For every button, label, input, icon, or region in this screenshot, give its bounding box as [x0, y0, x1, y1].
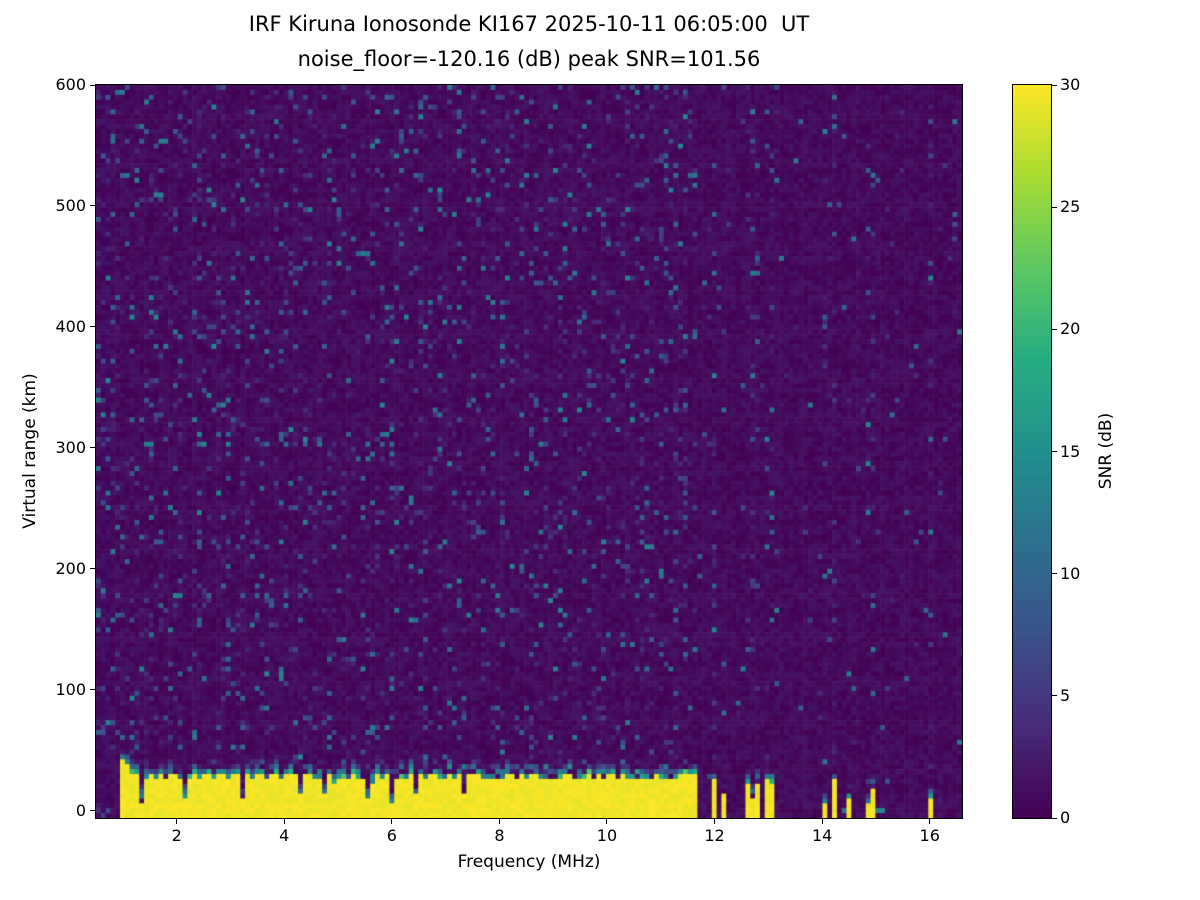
x-axis-label: Frequency (MHz)	[457, 852, 601, 872]
x-tick-label: 16	[919, 826, 940, 845]
y-tick-label: 500	[55, 195, 86, 215]
y-tick-mark	[90, 810, 95, 812]
x-tick-mark	[606, 819, 608, 824]
y-tick-mark	[90, 326, 95, 328]
x-tick-label: 10	[596, 826, 618, 845]
x-tick-label: 12	[704, 826, 725, 845]
x-tick-mark	[176, 819, 178, 824]
x-tick-mark	[714, 819, 716, 824]
x-tick-mark	[283, 819, 285, 824]
x-tick-mark	[391, 819, 393, 824]
colorbar-tick-label: 30	[1060, 75, 1081, 94]
colorbar-label: SNR (dB)	[1096, 412, 1116, 490]
x-tick-mark	[929, 819, 931, 824]
colorbar-tick-mark	[1052, 695, 1057, 697]
chart-title: IRF Kiruna Ionosonde KI167 2025-10-11 06…	[248, 12, 810, 36]
y-tick-label: 100	[55, 679, 86, 699]
colorbar-tick-label: 10	[1060, 563, 1081, 583]
colorbar-tick-mark	[1052, 573, 1057, 575]
x-tick-label: 6	[386, 826, 397, 845]
chart-subtitle: noise_floor=-120.16 (dB) peak SNR=101.56	[297, 47, 761, 71]
colorbar-gradient-canvas	[1013, 85, 1051, 818]
y-tick-label: 400	[55, 316, 86, 336]
y-tick-label: 600	[55, 75, 86, 94]
colorbar-tick-mark	[1052, 84, 1057, 86]
colorbar-tick-mark	[1052, 451, 1057, 452]
colorbar-tick-label: 0	[1060, 808, 1071, 827]
y-tick-label: 0	[75, 800, 86, 820]
heatmap-plot-frame	[95, 84, 963, 819]
colorbar-tick-mark	[1052, 328, 1057, 330]
y-tick-mark	[90, 205, 95, 207]
x-tick-label: 2	[171, 826, 182, 845]
x-tick-mark	[821, 819, 823, 824]
y-tick-label: 300	[55, 437, 86, 457]
y-tick-label: 200	[55, 558, 86, 578]
colorbar-tick-label: 25	[1060, 197, 1081, 217]
colorbar-tick-label: 5	[1060, 685, 1071, 705]
colorbar-tick-mark	[1052, 206, 1057, 208]
y-axis-label: Virtual range (km)	[20, 373, 40, 529]
y-tick-mark	[90, 84, 95, 86]
y-tick-mark	[90, 447, 95, 449]
heatmap-canvas	[96, 85, 962, 818]
x-tick-label: 4	[279, 826, 290, 845]
x-tick-label: 14	[811, 826, 833, 845]
y-tick-mark	[90, 568, 95, 570]
colorbar-tick-mark	[1052, 817, 1057, 819]
x-tick-mark	[498, 819, 500, 824]
colorbar-tick-label: 20	[1060, 319, 1081, 339]
colorbar-tick-label: 15	[1060, 441, 1081, 461]
x-tick-label: 8	[494, 826, 505, 845]
y-tick-mark	[90, 689, 95, 691]
colorbar-frame	[1012, 84, 1052, 819]
